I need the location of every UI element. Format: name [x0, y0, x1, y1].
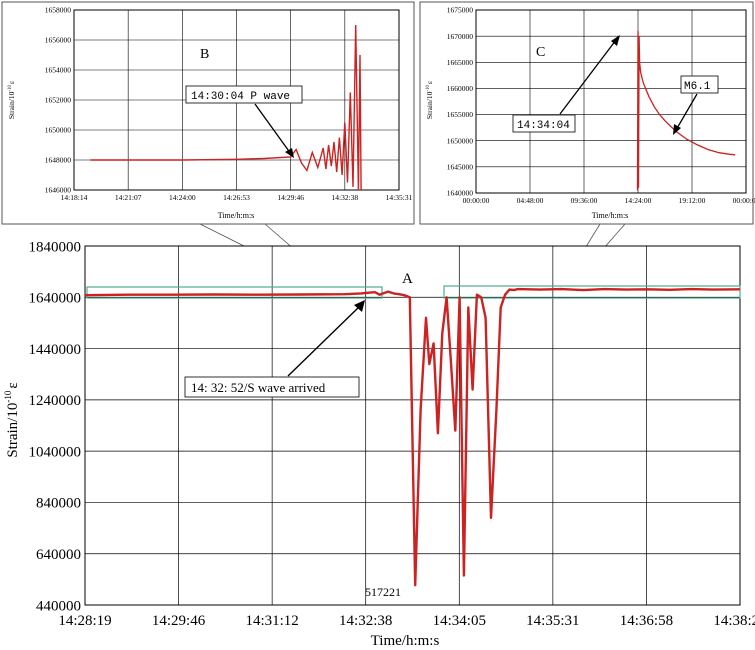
x-tick-label: 14:24:00	[625, 196, 652, 205]
panel-b: 1646000 1648000 1650000 1652000 1654000 16560…	[1, 1, 415, 225]
panel-a-min-label: 517221	[365, 585, 401, 599]
panel-c-arrow-m-head	[673, 124, 681, 135]
panel-a-y-label-unit: ε	[5, 382, 21, 388]
y-tick-label: 440000	[36, 598, 81, 614]
panel-a-x-ticks: 14:28:19 14:29:46 14:31:12 14:32:38 14:34:05…	[58, 613, 755, 629]
panel-a: 440000 640000 840000 1040000 1240000 1440000 1…	[3, 239, 755, 649]
zoom-box-c	[443, 285, 741, 299]
x-tick-label: 14:21:07	[115, 193, 142, 202]
panel-c-y-ticks: 1640000 1645000 1650000 1655000 1660000 16650…	[447, 6, 474, 198]
y-tick-label: 1840000	[29, 239, 82, 255]
panel-c-annotation-time: 14:34:04	[517, 120, 570, 132]
panel-c-arrow-m	[675, 93, 698, 131]
panel-b-y-label: Strain/10-10ε	[7, 81, 16, 119]
panel-a-series-line	[84, 287, 741, 587]
panel-a-y-label-main: Strain/10	[5, 403, 21, 458]
y-tick-label: 1646000	[45, 186, 72, 195]
x-tick-label: 14:35:31	[386, 193, 413, 202]
panel-b-y-label-unit: ε	[7, 81, 16, 84]
y-tick-label: 1640000	[29, 291, 82, 307]
y-tick-label: 1658000	[45, 6, 72, 15]
zoom-box-b	[86, 286, 383, 299]
y-tick-label: 1655000	[447, 110, 474, 119]
panel-b-annotation-box	[185, 85, 303, 104]
panel-c-annotation-m: M6.1	[684, 81, 711, 93]
y-tick-label: 1040000	[29, 444, 82, 460]
x-tick-label: 14:34:05	[433, 613, 486, 629]
panel-c-plot-area	[475, 9, 747, 194]
panel-a-arrow-head	[354, 300, 365, 312]
panel-a-annotation-text: 14: 32: 52/S wave arrived	[191, 380, 326, 395]
y-tick-label: 1648000	[45, 156, 72, 165]
panel-b-annotation-text: 14:30:04 P wave	[191, 91, 290, 103]
y-tick-label: 1660000	[447, 84, 474, 93]
panel-c-y-label-sup: -10	[426, 84, 431, 91]
panel-a-annotation-box	[184, 376, 360, 398]
x-tick-label: 14:35:31	[526, 613, 579, 629]
x-tick-label: 00:00:00	[463, 196, 490, 205]
y-tick-label: 1440000	[29, 342, 82, 358]
x-tick-label: 00:00:00	[733, 196, 755, 205]
panel-a-y-label: Strain/10-10 ε	[3, 382, 21, 457]
y-tick-label: 1240000	[29, 393, 82, 409]
panel-b-y-label-sup: -10	[8, 84, 13, 91]
panel-a-annotation-arrow	[287, 305, 361, 377]
panel-c-x-ticks: 00:00:00 04:48:00 09:36:00 14:24:00 19:12:00…	[463, 196, 755, 205]
x-tick-label: 14:18:14	[61, 193, 88, 202]
panel-c: 1640000 1645000 1650000 1655000 1660000 16650…	[419, 1, 755, 225]
panel-a-y-ticks: 440000 640000 840000 1040000 1240000 1440000 1…	[29, 239, 82, 614]
y-tick-label: 1665000	[447, 58, 474, 67]
y-tick-label: 1652000	[45, 96, 72, 105]
panel-a-label: A	[402, 271, 413, 287]
panel-c-annotation-box-time	[512, 114, 576, 133]
x-tick-label: 19:12:00	[679, 196, 706, 205]
panel-c-arrow-time	[559, 39, 617, 115]
panel-b-y-ticks: 1646000 1648000 1650000 1652000 1654000 16560…	[45, 6, 72, 195]
y-tick-label: 1640000	[447, 189, 474, 198]
y-tick-label: 1670000	[447, 32, 474, 41]
panel-c-label: C	[536, 45, 545, 60]
panel-b-x-ticks: 14:18:14 14:21:07 14:24:00 14:26:53 14:29:46…	[61, 193, 413, 202]
panel-b-annotation-arrow	[254, 103, 292, 155]
panel-a-y-label-sup: -10	[3, 390, 13, 402]
y-tick-label: 1675000	[447, 6, 474, 15]
panel-c-y-label-main: Strain/10	[425, 91, 434, 119]
x-tick-label: 14:32:38	[339, 613, 392, 629]
y-tick-label: 840000	[36, 496, 81, 512]
x-tick-label: 14:32:38	[331, 193, 358, 202]
x-tick-label: 14:29:46	[152, 613, 206, 629]
panel-a-x-label: Time/h:m:s	[371, 633, 440, 649]
y-tick-label: 1650000	[447, 136, 474, 145]
panel-c-x-label: Time/h:m:s	[592, 211, 629, 220]
y-tick-label: 1645000	[447, 162, 474, 171]
x-tick-label: 14:26:53	[223, 193, 250, 202]
panel-b-x-label: Time/h:m:s	[218, 211, 255, 220]
y-tick-label: 1654000	[45, 66, 72, 75]
panel-c-y-label: Strain/10-10ε	[425, 81, 434, 119]
x-tick-label: 04:48:00	[517, 196, 544, 205]
y-tick-label: 640000	[36, 547, 81, 563]
x-tick-label: 14:38:24	[713, 613, 755, 629]
panel-c-arrow-time-head	[611, 35, 620, 46]
x-tick-label: 14:24:00	[169, 193, 196, 202]
x-tick-label: 14:36:58	[620, 613, 673, 629]
panel-b-series-line	[90, 24, 362, 191]
panel-b-arrow-head	[285, 148, 294, 158]
panel-b-y-label-main: Strain/10	[7, 91, 16, 119]
x-tick-label: 14:28:19	[58, 613, 111, 629]
y-tick-label: 1650000	[45, 126, 72, 135]
panel-c-y-label-unit: ε	[425, 81, 434, 84]
x-tick-label: 14:31:12	[245, 613, 298, 629]
panel-c-annotation-box-m	[680, 75, 719, 94]
panel-c-series-line	[636, 30, 736, 191]
y-tick-label: 1656000	[45, 36, 72, 45]
x-tick-label: 09:36:00	[571, 196, 598, 205]
panel-b-label: B	[200, 47, 209, 62]
x-tick-label: 14:29:46	[277, 193, 304, 202]
